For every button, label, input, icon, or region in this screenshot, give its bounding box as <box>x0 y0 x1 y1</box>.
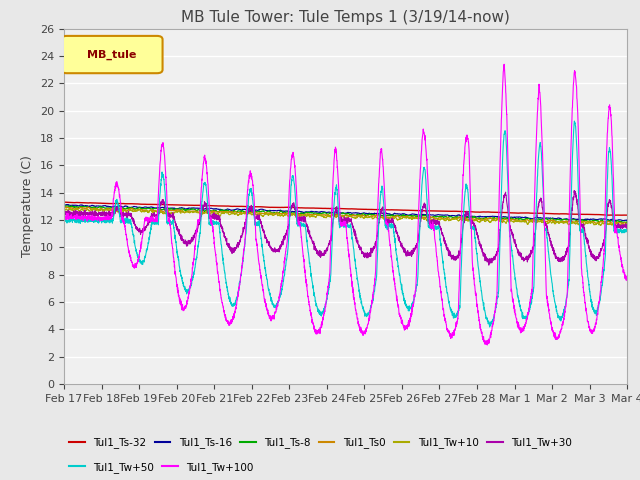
Line: Tul1_Ts0: Tul1_Ts0 <box>64 207 627 224</box>
Tul1_Ts-16 <box>538 215 545 221</box>
Tul1_Ts-8 <box>617 219 625 225</box>
Tul1_Ts0 <box>617 220 625 226</box>
Tul1_Ts0 <box>60 205 68 211</box>
Tul1_Tw+100 <box>175 296 183 301</box>
Line: Tul1_Tw+30: Tul1_Tw+30 <box>64 191 627 265</box>
Tul1_Ts0 <box>418 215 426 221</box>
Tul1_Tw+10 <box>60 206 68 212</box>
Tul1_Tw+10 <box>175 208 183 214</box>
Line: Tul1_Tw+10: Tul1_Tw+10 <box>64 208 627 226</box>
Tul1_Ts-32 <box>468 209 476 215</box>
Tul1_Tw+30 <box>570 188 578 193</box>
Tul1_Ts0 <box>64 204 72 210</box>
Tul1_Tw+10 <box>504 217 511 223</box>
Tul1_Ts-8 <box>63 203 70 209</box>
Tul1_Ts-16 <box>63 202 70 207</box>
Tul1_Tw+100 <box>468 226 476 231</box>
Tul1_Tw+10 <box>66 205 74 211</box>
Tul1_Tw+10 <box>538 219 545 225</box>
Tul1_Ts-8 <box>623 219 631 225</box>
Y-axis label: Temperature (C): Temperature (C) <box>22 156 35 257</box>
Tul1_Ts-32 <box>175 202 183 208</box>
Title: MB Tule Tower: Tule Temps 1 (3/19/14-now): MB Tule Tower: Tule Temps 1 (3/19/14-now… <box>181 10 510 25</box>
Line: Tul1_Tw+50: Tul1_Tw+50 <box>64 121 627 327</box>
Tul1_Tw+50 <box>504 168 511 174</box>
Tul1_Ts-16 <box>617 217 625 223</box>
Tul1_Tw+10 <box>623 220 631 226</box>
Tul1_Ts-16 <box>175 205 183 211</box>
Tul1_Tw+50 <box>486 324 493 330</box>
Line: Tul1_Ts-16: Tul1_Ts-16 <box>64 204 627 221</box>
Tul1_Ts-8 <box>60 204 68 209</box>
Tul1_Ts-8 <box>504 216 511 221</box>
Text: MB_tule: MB_tule <box>87 49 136 60</box>
Tul1_Tw+30 <box>468 220 476 226</box>
Tul1_Ts-32 <box>623 212 631 218</box>
Tul1_Tw+30 <box>623 223 631 229</box>
Tul1_Ts-8 <box>175 206 183 212</box>
Tul1_Tw+30 <box>418 211 426 216</box>
Tul1_Ts0 <box>504 217 511 223</box>
Tul1_Ts-8 <box>418 213 426 218</box>
Tul1_Tw+50 <box>618 228 625 233</box>
Tul1_Tw+10 <box>618 223 625 228</box>
Tul1_Tw+30 <box>538 198 545 204</box>
Tul1_Tw+100 <box>60 212 68 218</box>
Tul1_Ts0 <box>623 221 631 227</box>
Tul1_Ts0 <box>468 216 476 222</box>
Tul1_Tw+30 <box>175 227 183 233</box>
Tul1_Tw+50 <box>418 185 426 191</box>
Tul1_Tw+100 <box>500 61 508 67</box>
Tul1_Ts-16 <box>504 215 511 220</box>
Tul1_Ts-8 <box>538 216 545 222</box>
Tul1_Tw+10 <box>418 215 426 221</box>
Tul1_Tw+50 <box>175 264 183 269</box>
Line: Tul1_Ts-8: Tul1_Ts-8 <box>64 206 627 223</box>
Tul1_Ts-32 <box>538 210 545 216</box>
Tul1_Ts-16 <box>60 203 68 208</box>
Tul1_Tw+100 <box>483 342 491 348</box>
Tul1_Ts0 <box>175 208 183 214</box>
Tul1_Tw+100 <box>504 144 511 150</box>
Line: Tul1_Ts-32: Tul1_Ts-32 <box>64 202 627 215</box>
Tul1_Tw+100 <box>418 143 426 148</box>
Tul1_Ts-16 <box>620 218 627 224</box>
Tul1_Tw+50 <box>60 217 68 223</box>
Tul1_Ts-32 <box>418 208 426 214</box>
Tul1_Tw+30 <box>504 204 511 210</box>
Line: Tul1_Tw+100: Tul1_Tw+100 <box>64 64 627 345</box>
Tul1_Tw+100 <box>623 277 631 283</box>
Tul1_Tw+10 <box>617 222 625 228</box>
Tul1_Tw+30 <box>618 225 625 231</box>
Tul1_Tw+50 <box>468 224 476 230</box>
Tul1_Ts-16 <box>623 217 631 223</box>
Tul1_Ts-16 <box>468 214 476 219</box>
Tul1_Tw+30 <box>60 210 68 216</box>
Tul1_Ts-8 <box>468 215 476 220</box>
Tul1_Ts-16 <box>418 212 426 217</box>
Tul1_Tw+50 <box>538 148 545 154</box>
Tul1_Ts0 <box>538 218 545 224</box>
Tul1_Ts-32 <box>61 199 68 205</box>
Tul1_Ts-32 <box>60 199 68 205</box>
Tul1_Tw+30 <box>485 262 493 268</box>
Tul1_Tw+100 <box>538 121 545 127</box>
Legend: Tul1_Tw+50, Tul1_Tw+100: Tul1_Tw+50, Tul1_Tw+100 <box>69 462 253 473</box>
Tul1_Tw+50 <box>570 118 578 124</box>
Tul1_Tw+100 <box>618 259 625 264</box>
FancyBboxPatch shape <box>61 36 163 73</box>
Tul1_Ts-32 <box>504 210 511 216</box>
Tul1_Tw+50 <box>623 229 631 235</box>
Tul1_Ts-8 <box>621 220 629 226</box>
Tul1_Ts-32 <box>623 212 631 218</box>
Tul1_Ts-32 <box>617 212 625 218</box>
Tul1_Tw+10 <box>468 217 476 223</box>
